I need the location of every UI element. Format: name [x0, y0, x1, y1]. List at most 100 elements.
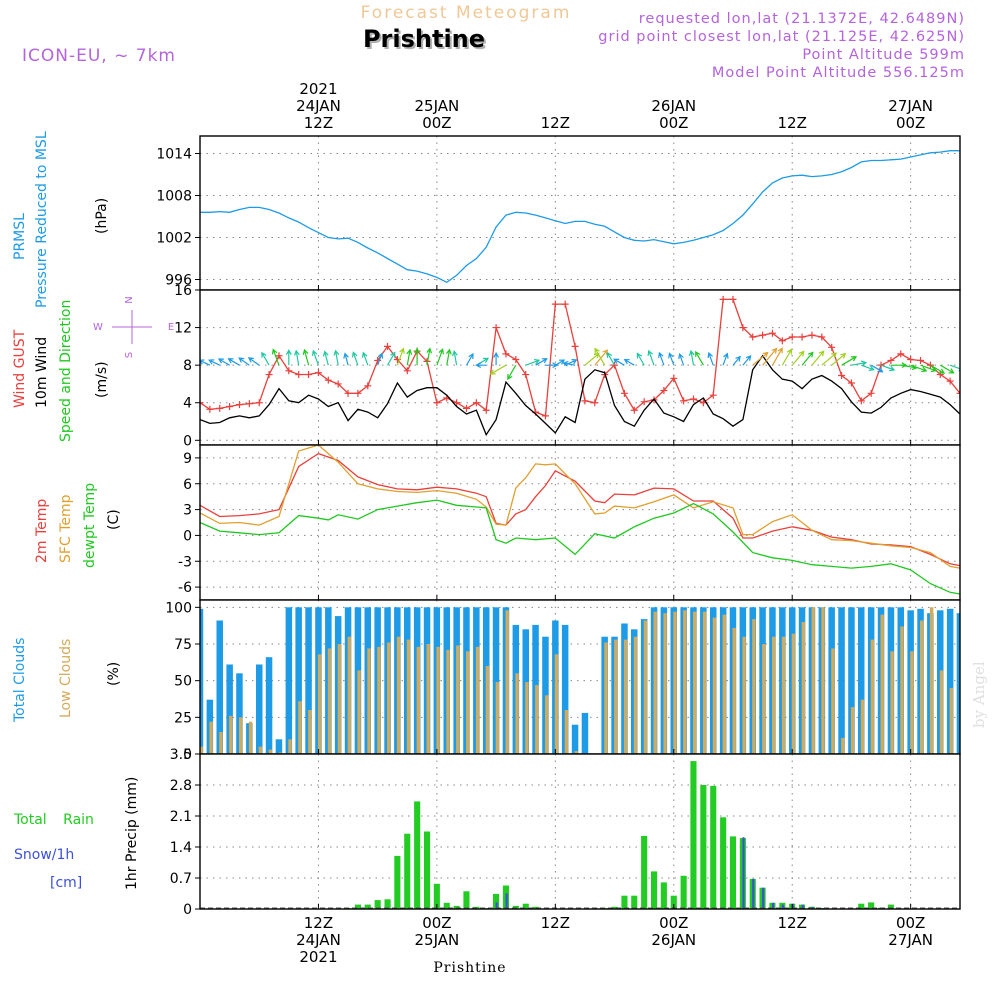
watermark: by Angel [970, 661, 988, 728]
series-line-2 [200, 499, 960, 595]
wind-arrow [465, 352, 474, 366]
y-tick-label: 2.8 [170, 778, 192, 794]
bar-0 [492, 607, 500, 754]
wind-arrow [771, 347, 783, 366]
low-clouds-label: Low Clouds [58, 639, 74, 718]
bar-1 [456, 645, 460, 754]
bar-1 [702, 611, 707, 754]
sfc-label: SFC Temp [58, 494, 74, 563]
series-line-1 [200, 445, 960, 569]
gust-marker [897, 350, 905, 358]
model-label: ICON-EU, ~ 7km [22, 46, 176, 66]
precip-plot: 0 0.7 1.4 2.1 2.8 3.5 [170, 747, 961, 918]
gust-marker [847, 379, 855, 387]
gust-marker [354, 389, 362, 397]
wind-arrow [322, 350, 329, 366]
bar-0 [611, 906, 618, 909]
t2m-label: 2m Temp [34, 499, 50, 563]
wind-arrow [821, 352, 838, 366]
wind-arrow [227, 358, 240, 366]
bar-0 [275, 739, 283, 754]
wind-arrow [351, 351, 359, 366]
wind-arrow [870, 364, 884, 373]
gust-marker [314, 369, 322, 377]
bar-0 [394, 855, 401, 909]
gust-marker [660, 387, 668, 395]
bar-1 [357, 670, 361, 754]
bar-1 [535, 685, 539, 754]
y-tick-label: 9 [183, 451, 192, 467]
gust-marker [917, 356, 925, 364]
wind-arrow [791, 350, 805, 366]
wind-arrow [695, 350, 704, 366]
gust-marker [729, 295, 737, 303]
bar-0 [522, 903, 529, 909]
bar-0 [858, 903, 865, 909]
plot-area [200, 445, 960, 595]
bar-0 [670, 895, 677, 909]
wind-arrow [507, 364, 517, 381]
bar-1 [722, 614, 726, 754]
bar-0 [305, 607, 312, 754]
plot-background [200, 754, 960, 909]
bar-1 [870, 639, 875, 754]
y-tick-label: 12 [174, 321, 192, 337]
y-tick-label: 1.4 [170, 840, 192, 856]
wind-arrow [606, 351, 616, 366]
wind-arrow [545, 362, 559, 369]
bar-0 [354, 904, 361, 909]
bar-1 [801, 904, 804, 909]
bar-1 [525, 682, 529, 754]
bar-0 [621, 895, 628, 909]
bar-0 [729, 836, 736, 909]
wind-arrow [668, 352, 675, 366]
plot-background [200, 445, 960, 600]
gust-marker [492, 324, 500, 332]
wind-arrow [311, 349, 319, 366]
bar-1 [850, 707, 855, 754]
top-time-label: 00Z [659, 114, 688, 132]
gust-marker [857, 397, 865, 405]
bar-1 [317, 654, 322, 754]
top-time-label: 12Z [304, 114, 333, 132]
bar-1 [554, 654, 559, 754]
gust-marker [739, 324, 747, 332]
wind-arrow [594, 347, 606, 366]
wind-arrow [554, 359, 566, 366]
bar-1 [752, 619, 756, 754]
bar-0 [561, 624, 569, 754]
bar-1 [495, 682, 499, 754]
bar-0 [631, 895, 638, 909]
subtitle: Forecast Meteogram [361, 3, 572, 23]
bottom-time-label: 00Z [896, 914, 925, 932]
clouds-plot: 0 25 50 75 100 [165, 599, 961, 763]
bar-1 [308, 710, 312, 754]
top-time-label: 12Z [541, 114, 570, 132]
bar-1 [653, 611, 657, 754]
wind-arrow [722, 352, 729, 366]
gust-marker [788, 333, 796, 341]
bar-1 [643, 620, 648, 754]
compass-rose: N W E S [93, 296, 174, 358]
compass-n: N [124, 296, 135, 303]
bar-0 [364, 904, 371, 909]
plot-area [200, 150, 960, 284]
bar-0 [414, 801, 421, 909]
bar-1 [446, 649, 450, 754]
bar-1 [752, 878, 755, 909]
gust-marker [907, 356, 915, 364]
bar-0 [424, 831, 431, 909]
wind-arrow [493, 351, 500, 366]
gust-marker [867, 389, 875, 397]
y-tick-label: 8 [183, 358, 192, 374]
wind-arrow [535, 358, 548, 366]
bar-0 [660, 882, 667, 909]
pressure-label-1: PRMSL [12, 213, 28, 260]
wind-arrow [377, 352, 384, 366]
wind-dir-label: Speed and Direction [58, 300, 74, 442]
bar-1 [791, 903, 794, 909]
wind-arrow [752, 351, 769, 366]
bar-1 [811, 607, 815, 754]
dewpt-label: dewpt Temp [82, 483, 98, 568]
